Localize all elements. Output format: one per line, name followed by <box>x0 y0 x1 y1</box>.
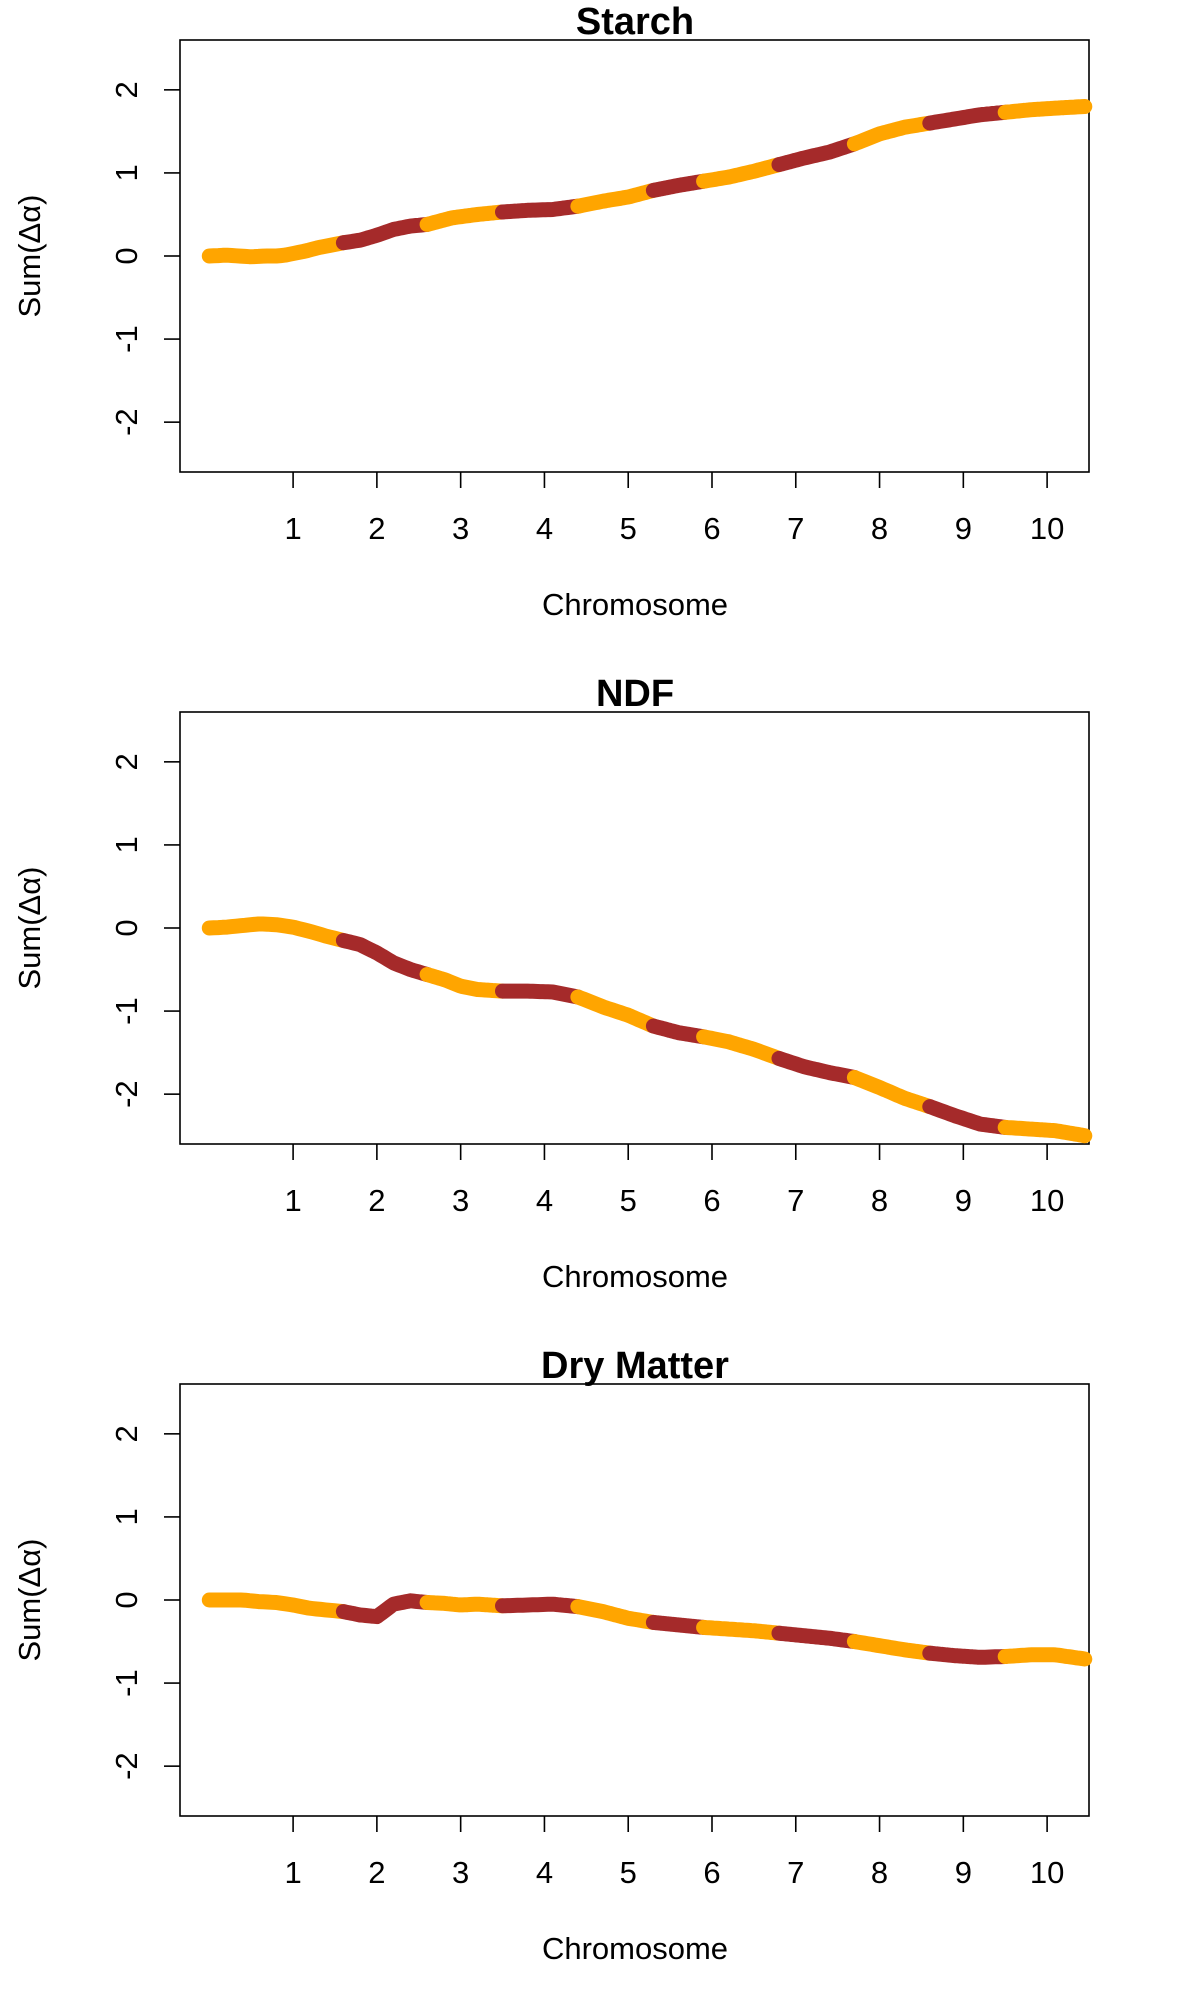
series-segment-2 <box>335 933 435 982</box>
plot-frame <box>179 39 1090 473</box>
x-tick-label: 10 <box>1030 1855 1064 1890</box>
y-axis-label: Sum(Δα) <box>12 1538 47 1661</box>
x-tick-label: 7 <box>787 511 804 546</box>
series-segment-9 <box>846 1634 938 1661</box>
series-segment-9 <box>846 1070 938 1115</box>
x-tick-label: 3 <box>452 1855 469 1890</box>
x-tick-label: 9 <box>955 511 972 546</box>
chart-title: NDF <box>596 673 674 715</box>
series-segment-11 <box>997 1647 1093 1667</box>
x-tick-label: 6 <box>703 511 720 546</box>
x-tick-label: 2 <box>368 1855 385 1890</box>
y-tick-label: 2 <box>109 753 144 770</box>
chart-panel-1: Starch -2 -1 0 1 2 1 2 3 4 5 6 7 8 9 10 Chromosome Sum(Δα… <box>12 1 1093 622</box>
series-segment-9 <box>846 115 938 152</box>
x-tick-label: 2 <box>368 511 385 546</box>
y-tick-label: 0 <box>109 919 144 936</box>
y-tick-label: 2 <box>109 1425 144 1442</box>
series-segment-6 <box>645 173 712 198</box>
series-segment-4 <box>495 198 586 220</box>
y-axis-label: Sum(Δα) <box>12 194 47 317</box>
series-segment-8 <box>771 1050 862 1085</box>
y-tick-label: 1 <box>109 1508 144 1525</box>
chart-panel-3: Dry Matter -2 -1 0 1 2 1 2 3 4 5 6 7 8 9 10 Chromosome Su… <box>12 1345 1093 1966</box>
x-tick-label: 8 <box>871 511 888 546</box>
x-tick-label: 5 <box>620 1183 637 1218</box>
series-segment-2 <box>335 1593 435 1625</box>
series-segment-8 <box>771 1625 862 1649</box>
y-tick-label: -1 <box>109 997 144 1025</box>
series-segment-3 <box>419 967 510 999</box>
series-segment-8 <box>771 136 862 173</box>
y-tick-label: -2 <box>109 408 144 436</box>
x-tick-label: 6 <box>703 1183 720 1218</box>
data-series <box>201 916 1093 1144</box>
series-segment-7 <box>696 1029 787 1066</box>
data-series <box>201 99 1093 265</box>
y-tick-label: 0 <box>109 1591 144 1608</box>
series-segment-5 <box>570 182 661 214</box>
series-segment-5 <box>570 1599 661 1630</box>
series-segment-7 <box>696 1619 787 1641</box>
x-tick-label: 3 <box>452 511 469 546</box>
x-tick-label: 10 <box>1030 1183 1064 1218</box>
x-axis-label: Chromosome <box>542 1259 728 1294</box>
y-tick-label: -1 <box>109 1669 144 1697</box>
series-segment-10 <box>922 104 1013 131</box>
series-segment-11 <box>997 1119 1093 1144</box>
series-segment-1 <box>201 235 351 265</box>
x-axis-label: Chromosome <box>542 1931 728 1966</box>
series-segment-5 <box>570 989 661 1034</box>
y-tick-label: -2 <box>109 1080 144 1108</box>
series-segment-1 <box>201 1592 351 1620</box>
x-tick-label: 3 <box>452 1183 469 1218</box>
series-segment-1 <box>201 916 351 948</box>
y-tick-label: 1 <box>109 836 144 853</box>
series-segment-7 <box>696 157 787 189</box>
y-axis-label: Sum(Δα) <box>12 866 47 989</box>
y-tick-label: 1 <box>109 164 144 181</box>
x-tick-label: 4 <box>536 511 553 546</box>
x-tick-label: 4 <box>536 1855 553 1890</box>
x-tick-label: 5 <box>620 1855 637 1890</box>
x-tick-label: 9 <box>955 1855 972 1890</box>
x-tick-label: 7 <box>787 1183 804 1218</box>
plot-frame <box>179 1383 1090 1817</box>
x-tick-label: 9 <box>955 1183 972 1218</box>
x-tick-label: 2 <box>368 1183 385 1218</box>
data-series <box>201 1592 1093 1667</box>
series-segment-4 <box>495 1596 586 1615</box>
x-tick-label: 5 <box>620 511 637 546</box>
series-segment-3 <box>419 1595 510 1614</box>
series-segment-6 <box>645 1614 712 1635</box>
x-tick-label: 1 <box>284 1855 301 1890</box>
series-segment-11 <box>997 99 1093 120</box>
chart-panel-2: NDF -2 -1 0 1 2 1 2 3 4 5 6 7 8 9 10 Chromosome Sum(Δα) <box>12 673 1093 1294</box>
series-segment-10 <box>922 1645 1013 1665</box>
x-tick-label: 4 <box>536 1183 553 1218</box>
x-tick-label: 8 <box>871 1855 888 1890</box>
x-axis-label: Chromosome <box>542 587 728 622</box>
x-tick-label: 1 <box>284 511 301 546</box>
chart-title: Starch <box>576 1 694 43</box>
x-tick-label: 7 <box>787 1855 804 1890</box>
x-tick-label: 8 <box>871 1183 888 1218</box>
y-tick-label: -1 <box>109 325 144 353</box>
x-tick-label: 10 <box>1030 511 1064 546</box>
chart-title: Dry Matter <box>541 1345 729 1387</box>
y-tick-label: 0 <box>109 247 144 264</box>
y-tick-label: -2 <box>109 1752 144 1780</box>
x-tick-label: 6 <box>703 1855 720 1890</box>
series-segment-10 <box>922 1099 1013 1135</box>
series-segment-4 <box>495 983 586 1005</box>
series-segment-6 <box>645 1018 712 1045</box>
series-segment-3 <box>419 204 510 232</box>
x-tick-label: 1 <box>284 1183 301 1218</box>
y-tick-label: 2 <box>109 81 144 98</box>
series-segment-2 <box>335 216 435 251</box>
